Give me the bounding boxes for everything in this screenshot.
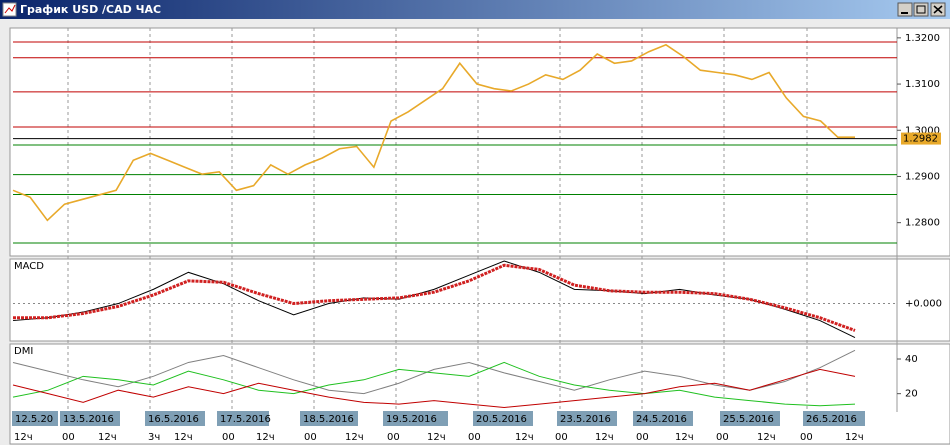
date-label: 20.5.2016 xyxy=(476,414,527,425)
hour-label: 00 xyxy=(716,432,729,443)
price-label: 1.2982 xyxy=(903,134,938,145)
hour-label: 00 xyxy=(62,432,75,443)
date-label-box xyxy=(60,411,120,426)
date-label: 17.5.2016 xyxy=(220,414,271,425)
price-panel xyxy=(9,27,950,257)
y-tick-label: 1.3100 xyxy=(905,79,940,90)
close-icon xyxy=(933,5,943,14)
window-title: График USD /CAD ЧАС xyxy=(20,3,161,16)
window-buttons xyxy=(897,2,946,17)
hour-label: 12ч xyxy=(845,432,864,443)
date-label: 25.5.2016 xyxy=(723,414,774,425)
panel-title: DMI xyxy=(14,346,33,357)
maximize-button[interactable] xyxy=(913,2,929,17)
hour-label: 00 xyxy=(304,432,317,443)
maximize-icon xyxy=(916,5,926,14)
hour-label: 00 xyxy=(468,432,481,443)
hour-label: 12ч xyxy=(256,432,275,443)
price-label-box xyxy=(901,132,941,145)
hour-label: 00 xyxy=(800,432,813,443)
title-bar xyxy=(0,0,950,19)
indicator-line xyxy=(12,368,856,409)
hour-label: 12ч xyxy=(98,432,117,443)
hour-label: 12ч xyxy=(757,432,776,443)
hour-label: 12ч xyxy=(174,432,193,443)
y-tick-label: 1.2800 xyxy=(905,218,940,229)
hour-label: 12ч xyxy=(595,432,614,443)
indicator-line xyxy=(13,263,856,332)
date-label-box xyxy=(473,411,533,426)
hour-label: 12ч xyxy=(14,432,33,443)
hour-label: 00 xyxy=(387,432,400,443)
date-label-box xyxy=(217,411,269,426)
date-label-box xyxy=(803,411,865,426)
hour-label: 00 xyxy=(636,432,649,443)
date-label-box xyxy=(383,411,448,426)
hour-label: 12ч xyxy=(345,432,364,443)
app-icon xyxy=(2,2,17,17)
date-label: 13.5.2016 xyxy=(63,414,114,425)
indicator-line xyxy=(12,349,856,395)
date-label: 24.5.2016 xyxy=(636,414,687,425)
date-label: 19.5.2016 xyxy=(386,414,437,425)
macd-panel xyxy=(9,258,950,342)
hour-label: 00 xyxy=(555,432,568,443)
hour-label: 12ч xyxy=(675,432,694,443)
date-label-box xyxy=(300,411,358,426)
date-label-box xyxy=(720,411,780,426)
hour-label: 3ч xyxy=(148,432,160,443)
date-label-box xyxy=(145,411,205,426)
date-label-box xyxy=(12,411,58,426)
y-tick-label: 1.2900 xyxy=(905,171,940,182)
date-label: 12.5.20 xyxy=(15,414,53,425)
date-label: 18.5.2016 xyxy=(303,414,354,425)
y-tick-label: 1.3200 xyxy=(905,33,940,44)
date-label: 23.5.2016 xyxy=(560,414,611,425)
app-icon-graph xyxy=(4,4,16,14)
indicator-line xyxy=(12,361,856,407)
panel-title: MACD xyxy=(14,261,44,272)
date-label-box xyxy=(557,411,617,426)
hour-label: 12ч xyxy=(427,432,446,443)
date-label: 26.5.2016 xyxy=(806,414,857,425)
hour-label: 00 xyxy=(222,432,235,443)
y-tick-label: 20 xyxy=(905,389,918,400)
minimize-button[interactable] xyxy=(897,2,913,17)
date-label: 16.5.2016 xyxy=(148,414,199,425)
y-tick-label: 40 xyxy=(905,354,918,365)
price-line xyxy=(12,43,855,222)
y-tick-label: 1.3000 xyxy=(905,125,940,136)
dmi-panel xyxy=(9,343,950,445)
hour-label: 12ч xyxy=(515,432,534,443)
y-tick-label: +0.000 xyxy=(905,299,942,310)
date-label-box xyxy=(633,411,693,426)
